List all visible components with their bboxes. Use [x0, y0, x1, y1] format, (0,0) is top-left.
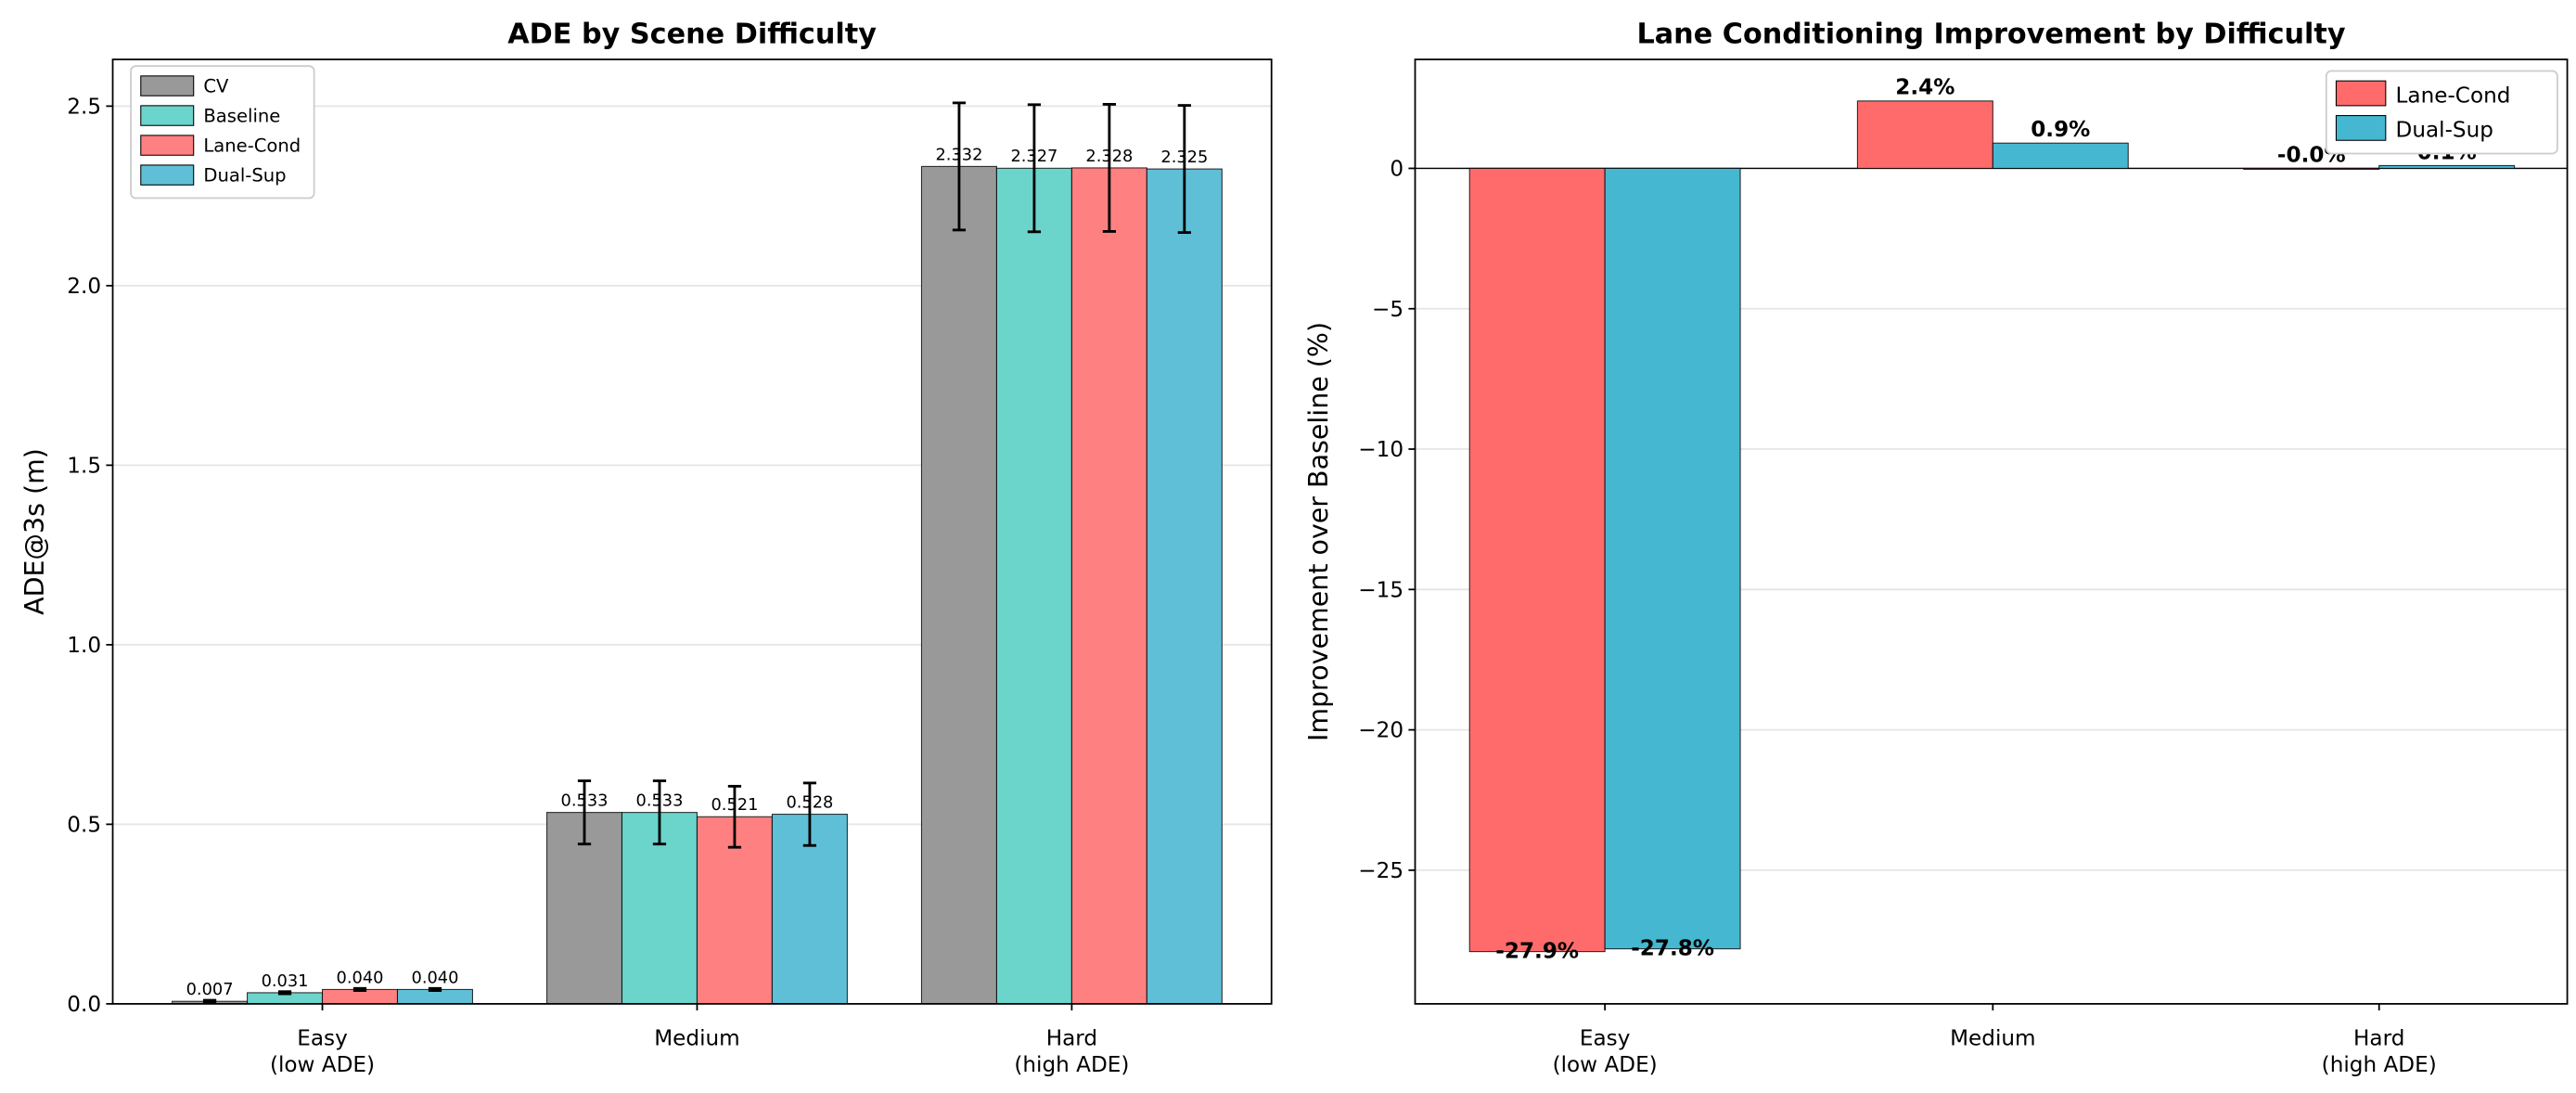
x-tick-line: (low ADE): [1553, 1053, 1658, 1077]
y-tick-label: 0.5: [67, 813, 101, 837]
data-label: 0.031: [262, 971, 309, 991]
legend: Lane-Cond Dual-Sup: [2325, 70, 2558, 155]
legend-label: Dual-Sup: [2396, 119, 2493, 143]
x-tick-line: (high ADE): [1014, 1053, 1129, 1077]
x-tick-line: (high ADE): [2322, 1053, 2437, 1077]
data-label: 2.332: [935, 145, 982, 164]
data-label: 0.528: [786, 792, 833, 812]
legend-swatch: [140, 164, 195, 186]
legend-label: Dual-Sup: [203, 165, 286, 186]
legend-label: Lane-Cond: [2396, 84, 2511, 108]
y-tick-label: 2.0: [67, 275, 101, 299]
x-tick-label: Medium: [1950, 1026, 2035, 1050]
bar-cv-2: [920, 165, 997, 1005]
y-tick-label: 1.0: [67, 634, 101, 658]
data-label: 0.040: [412, 968, 459, 987]
legend-label: Baseline: [203, 106, 280, 127]
x-tick-line: Easy: [1580, 1026, 1631, 1050]
data-label: 2.328: [1085, 147, 1133, 166]
data-label: -27.8%: [1631, 937, 1714, 961]
legend-swatch: [2335, 115, 2387, 141]
legend-label: CV: [203, 76, 229, 97]
bar-dual-sup-2: [1146, 168, 1223, 1005]
chart-1: −25−20−15−10−50-27.9%2.4%-0.0%-27.8%0.9%…: [1303, 18, 2569, 1077]
bar-lane-cond-0: [1468, 167, 1606, 953]
data-label: 2.4%: [1895, 76, 1954, 100]
x-tick-label: Medium: [654, 1026, 739, 1050]
bar-baseline-2: [995, 167, 1072, 1005]
bar-lane-cond-1: [1856, 100, 1993, 169]
data-label: 0.533: [561, 791, 609, 811]
legend-swatch: [2335, 80, 2387, 107]
data-label: 0.007: [186, 980, 234, 999]
y-tick-label: −5: [1372, 298, 1403, 322]
y-tick-label: 0: [1390, 157, 1403, 181]
y-tick-label: 1.5: [67, 454, 101, 478]
legend-swatch: [140, 105, 195, 126]
y-axis-label: Improvement over Baseline (%): [1303, 322, 1334, 741]
legend-label: Lane-Cond: [203, 135, 301, 157]
x-tick-label: Easy (low ADE): [270, 1026, 375, 1076]
axes-frame: [1414, 58, 2569, 1005]
chart-0: 0.0 0.5 1.0 1.5 2.0 2.5 0.007 0.533 2.332 0.031 0.…: [19, 18, 1273, 1077]
x-tick-line: Hard: [2353, 1026, 2404, 1050]
chart-title: ADE by Scene Difficulty: [507, 18, 877, 50]
bar-lane-cond-2: [2243, 167, 2380, 171]
bar-lane-cond-2: [1070, 167, 1147, 1005]
x-tick-label: Easy (low ADE): [1553, 1026, 1658, 1076]
legend-swatch: [140, 135, 195, 156]
y-tick-label: −10: [1358, 438, 1403, 462]
y-tick-label: 2.5: [67, 95, 101, 119]
data-label: 0.533: [636, 791, 684, 811]
data-label: 0.521: [711, 795, 758, 815]
legend: CV Baseline Lane-Cond Dual-Sup: [130, 65, 315, 199]
bar-dual-sup-1: [1992, 142, 2129, 169]
data-label: 0.9%: [2031, 118, 2090, 142]
x-tick-line: Easy: [297, 1026, 348, 1050]
chart-title: Lane Conditioning Improvement by Difficu…: [1636, 18, 2345, 50]
x-tick-line: Medium: [1950, 1026, 2035, 1050]
y-tick-label: −15: [1358, 578, 1403, 602]
bar-dual-sup-2: [2378, 164, 2516, 169]
y-axis-label: ADE@3s (m): [19, 448, 50, 615]
y-tick-label: 0.0: [67, 993, 101, 1017]
data-label: -27.9%: [1495, 940, 1579, 964]
x-tick-line: Hard: [1046, 1026, 1097, 1050]
x-tick-label: Hard (high ADE): [2322, 1026, 2437, 1076]
x-tick-line: Medium: [654, 1026, 739, 1050]
data-label: 2.327: [1010, 147, 1057, 166]
axes-frame: [111, 58, 1273, 1005]
y-tick-label: −20: [1358, 719, 1403, 743]
legend-swatch: [140, 75, 195, 96]
data-label: 0.040: [337, 968, 384, 987]
bar-dual-sup-0: [1604, 167, 1741, 950]
x-tick-line: (low ADE): [270, 1053, 375, 1077]
y-tick-label: −25: [1358, 859, 1403, 883]
x-tick-label: Hard (high ADE): [1014, 1026, 1129, 1076]
data-label: 2.325: [1160, 148, 1208, 167]
